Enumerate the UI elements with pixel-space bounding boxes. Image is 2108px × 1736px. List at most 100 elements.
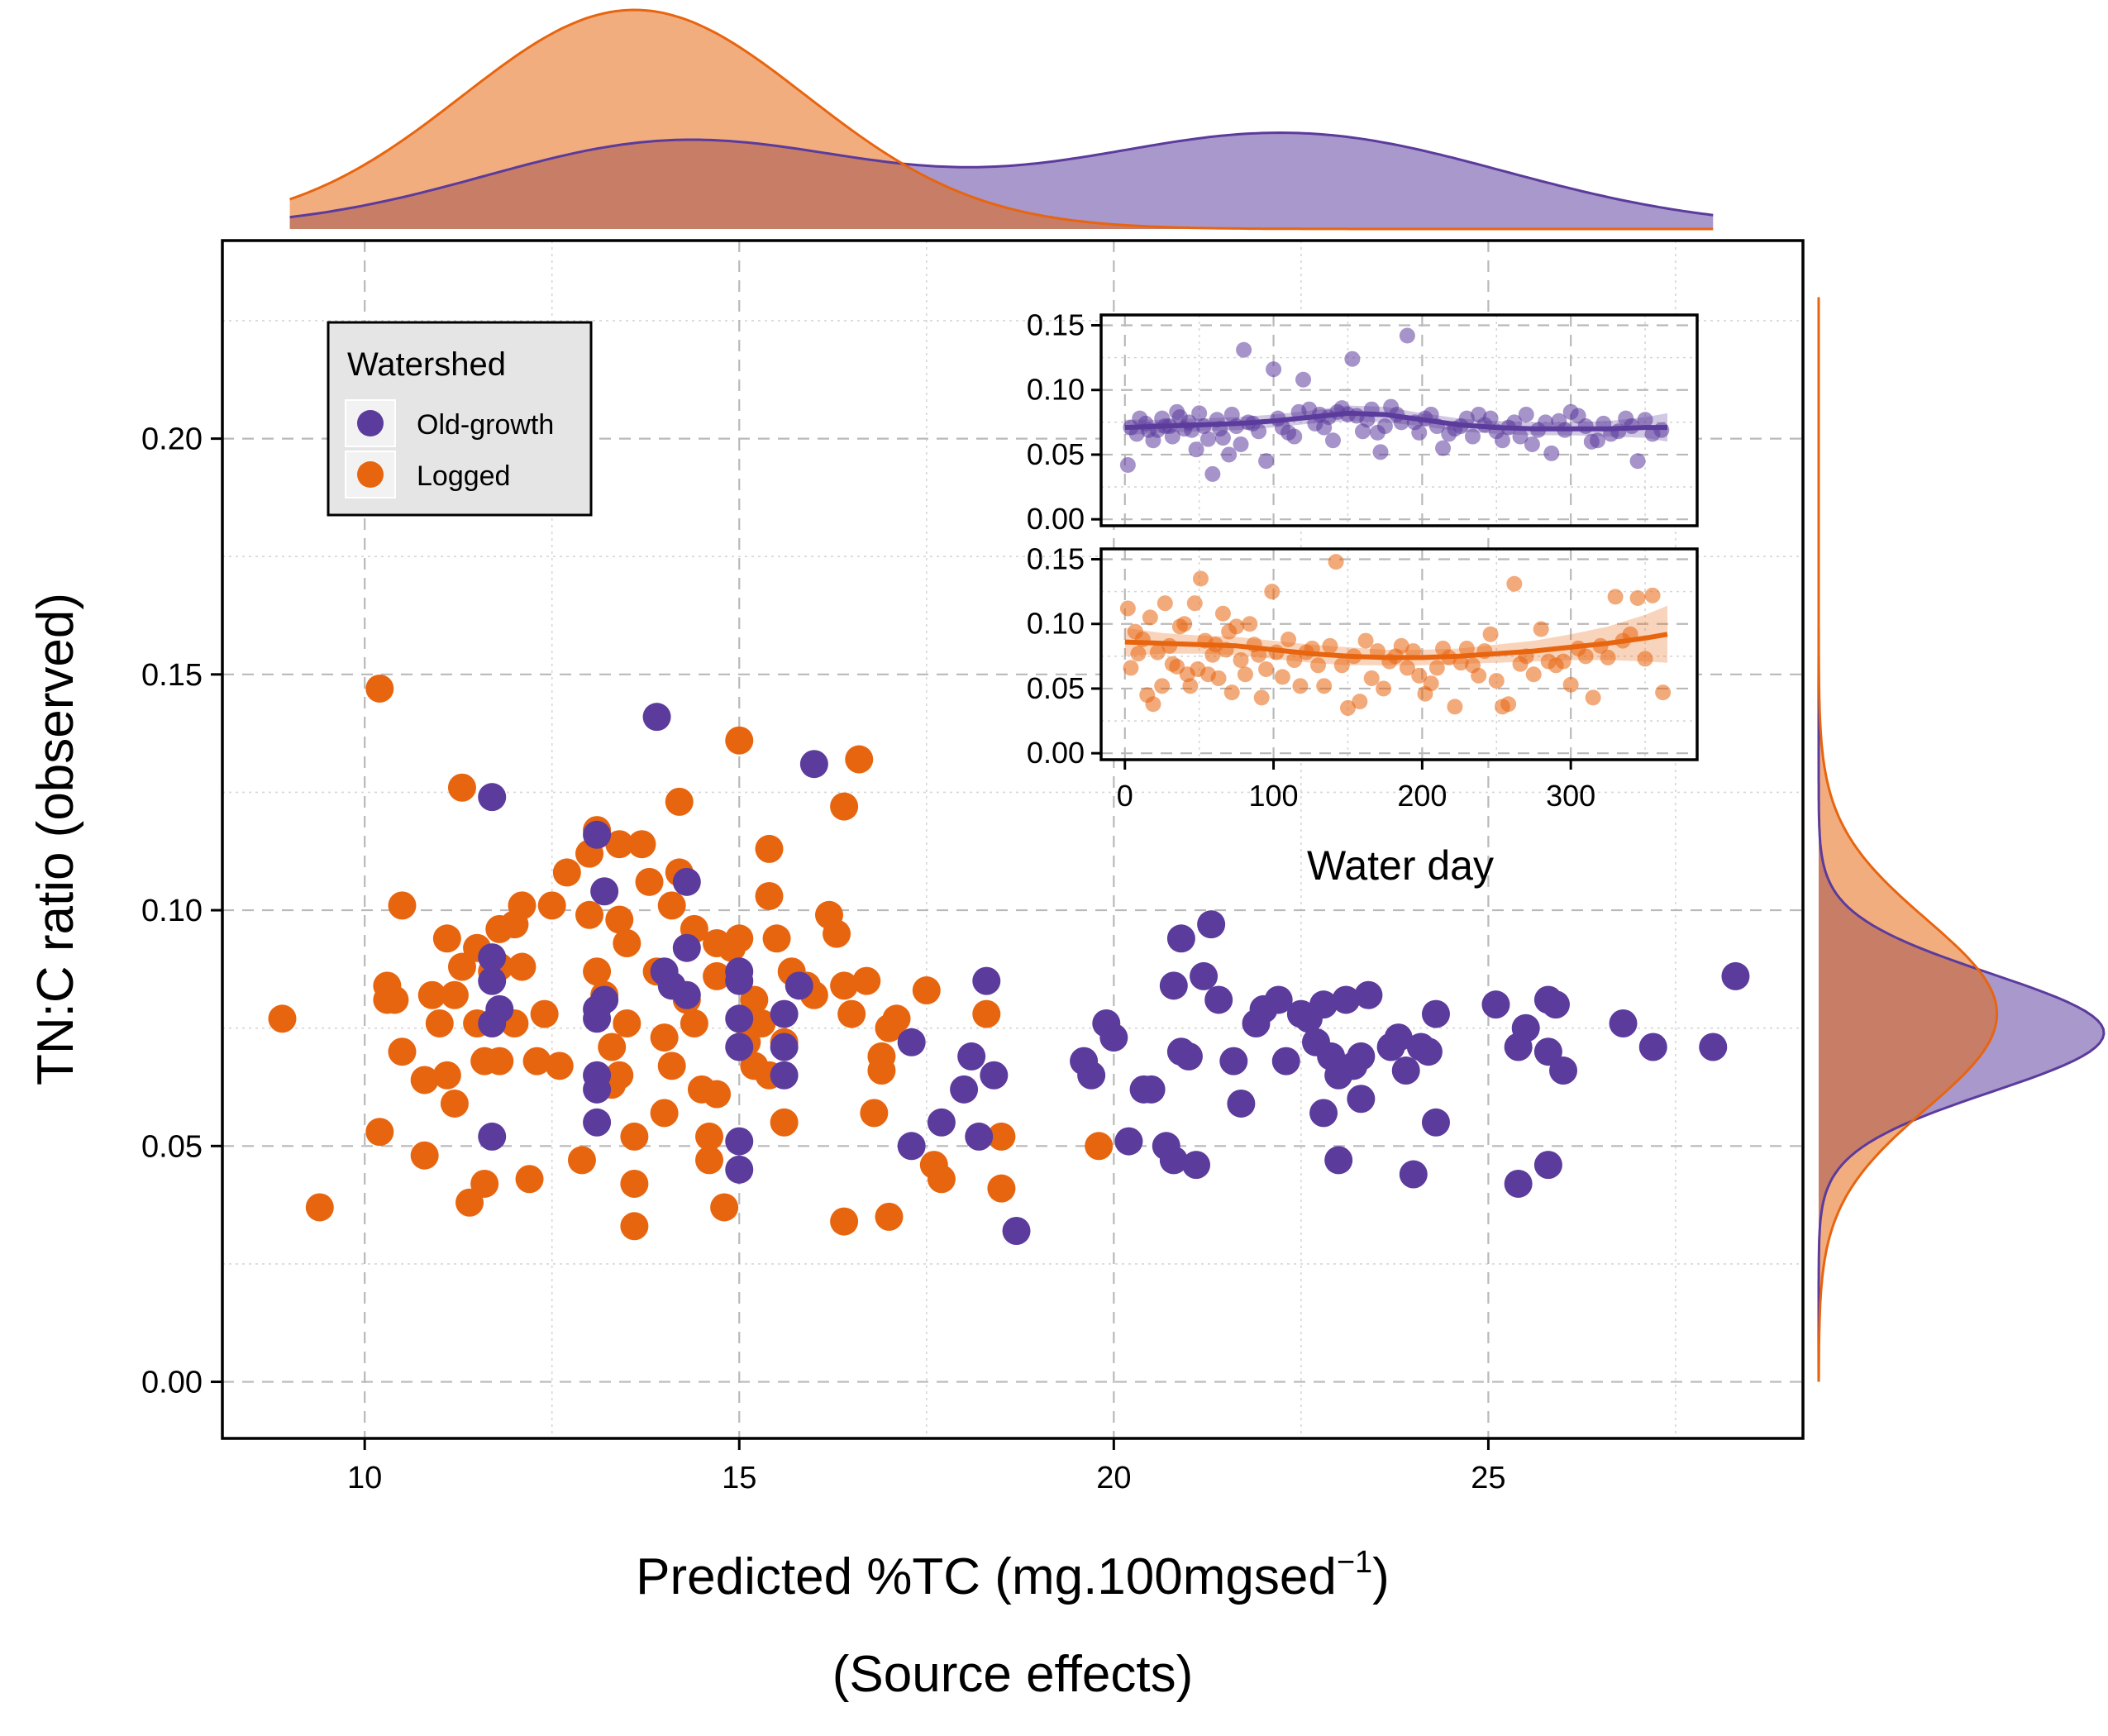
point-logged (823, 919, 851, 948)
point-old-growth (1077, 1061, 1106, 1090)
point-old-growth (583, 1075, 612, 1104)
inset-point (1333, 657, 1350, 674)
point-old-growth (897, 1028, 926, 1056)
inset-point (1637, 412, 1653, 428)
inset-point (1149, 644, 1166, 661)
inset-point (1607, 589, 1624, 605)
inset-point (1128, 426, 1145, 442)
inset-point (1145, 696, 1161, 713)
x-axis-title-superscript: −1 (1337, 1545, 1372, 1580)
point-old-growth (1481, 990, 1510, 1019)
inset-point (1295, 371, 1312, 388)
x-tick-label: 10 (347, 1461, 382, 1495)
point-old-growth (1309, 990, 1338, 1019)
inset-point (1214, 430, 1231, 446)
inset-point (1435, 440, 1452, 456)
top-density-line-old-growth (289, 131, 1714, 219)
point-logged (365, 1118, 394, 1147)
inset-point (1123, 660, 1139, 676)
right-density-overlap (1819, 297, 1997, 1382)
point-old-growth (583, 1004, 612, 1033)
point-logged (425, 1009, 454, 1037)
inset-point (1242, 616, 1258, 632)
point-logged (650, 1099, 679, 1128)
point-old-growth (770, 1061, 799, 1090)
point-old-growth (1533, 1151, 1562, 1180)
point-old-growth (1721, 961, 1750, 990)
inset-point (1653, 422, 1670, 438)
inset-point (1363, 670, 1380, 686)
inset-point (1119, 600, 1136, 617)
inset-point (1376, 418, 1393, 435)
point-old-growth (1354, 980, 1383, 1009)
inset-point (1585, 689, 1601, 706)
point-old-growth (478, 943, 507, 972)
point-logged (830, 1207, 859, 1236)
right-density-strip (1817, 297, 2106, 1382)
inset-point (1494, 432, 1510, 449)
point-logged (747, 1009, 776, 1037)
legend-dot-old-growth (357, 410, 384, 436)
inset-y-tick-label: 0.15 (1027, 542, 1085, 576)
y-tick-label: 0.15 (141, 658, 203, 693)
point-logged (410, 1141, 439, 1170)
inset-y-tick-label: 0.00 (1027, 736, 1085, 770)
inset-point (1182, 678, 1199, 694)
point-old-growth (785, 971, 813, 1000)
inset-point (1428, 660, 1445, 676)
inset-point (1186, 595, 1203, 612)
point-logged (657, 1052, 686, 1080)
inset-point (1221, 446, 1238, 463)
inset-point (1281, 632, 1297, 648)
point-old-growth (1204, 985, 1233, 1014)
inset-point (1322, 637, 1338, 654)
point-old-growth (1421, 999, 1450, 1028)
point-logged (725, 924, 754, 953)
inset-x-tick-label: 100 (1249, 779, 1299, 813)
main-axes: 10 15 20 25 0.00 0.05 0.10 0.15 0.20 (141, 422, 1506, 1495)
point-logged (987, 1174, 1016, 1203)
inset-point (1600, 649, 1616, 665)
point-old-growth (1099, 1023, 1128, 1052)
inset-point (1518, 406, 1534, 422)
point-logged (695, 1146, 724, 1175)
point-old-growth (1699, 1033, 1728, 1061)
inset-point (1423, 675, 1439, 692)
point-logged (515, 1165, 544, 1194)
legend-dot-logged (357, 461, 384, 488)
inset-point (1214, 605, 1231, 622)
point-logged (522, 1047, 551, 1075)
point-logged (470, 1169, 499, 1198)
point-logged (837, 999, 866, 1028)
point-old-growth (950, 1075, 979, 1104)
point-logged (972, 999, 1001, 1028)
inset-point (1258, 661, 1275, 677)
main-points (268, 674, 1750, 1245)
point-logged (613, 1009, 641, 1037)
point-logged (508, 891, 537, 920)
inset-point (1399, 660, 1415, 676)
inset-point (1188, 441, 1204, 458)
point-old-growth (1347, 1085, 1376, 1114)
point-old-growth (725, 1155, 754, 1184)
point-old-growth (1159, 971, 1188, 1000)
point-old-growth (1421, 1108, 1450, 1137)
point-logged (268, 1004, 297, 1033)
point-old-growth (1166, 924, 1195, 953)
legend-label-logged: Logged (417, 460, 510, 492)
inset-y-tick-label: 0.10 (1027, 607, 1085, 641)
point-logged (627, 830, 656, 859)
point-logged (447, 952, 476, 981)
inset-point (1253, 689, 1270, 706)
y-axis-title: TN:C ratio (observed) (27, 593, 84, 1085)
point-logged (1085, 1132, 1114, 1161)
x-tick-label: 20 (1096, 1461, 1131, 1495)
x-axis-title-close: ) (1372, 1548, 1390, 1605)
inset-point (1399, 327, 1415, 344)
point-logged (762, 924, 791, 953)
point-logged (755, 881, 784, 910)
inset-point (1142, 609, 1158, 626)
point-old-growth (770, 1033, 799, 1061)
point-logged (365, 674, 394, 703)
inset-point (1500, 696, 1517, 713)
